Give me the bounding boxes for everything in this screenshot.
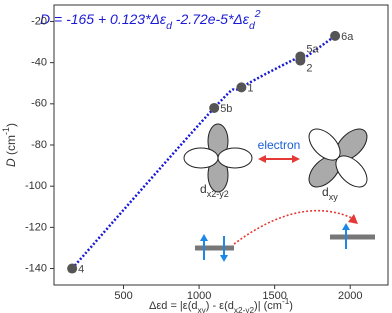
y-tick-label: -120 [25,221,47,233]
y-axis-label: D (cm-1) [1,123,18,167]
x-tick-label: 2000 [338,290,362,302]
point-label: 1 [247,82,253,94]
y-tick-label: -20 [31,15,47,27]
point-label: 6a [341,31,354,43]
text-part: x2-y2 [234,306,255,313]
data-point [209,102,220,113]
point-label: 2 [306,62,312,74]
text-part: -1 [1,127,11,135]
x-tick-label: 500 [114,290,132,302]
point-label: 5b [220,103,232,115]
orbital-label: dxy [322,185,338,202]
text-part: D [4,158,18,167]
orbital-dxy [308,128,368,188]
text-part: ) [289,300,293,312]
text-part: D = -165 + 0.123*Δε [40,11,167,27]
text-part: xy [197,306,206,313]
text-part: -2.72e-5*Δε [172,11,250,27]
text-part: d [166,20,173,32]
text-part: Δεd = |ε(d [149,300,197,312]
point-label: 4 [78,263,84,275]
text-part: ) - ε(d [206,300,234,312]
y-tick-label: -60 [31,98,47,110]
transfer-label: electron [258,138,301,152]
text-part: 2 [254,8,261,20]
x-tick-label: 1000 [187,290,211,302]
y-tick-label: -80 [31,139,47,151]
text-part: xy [329,192,339,202]
data-point [295,55,306,66]
chart-title: D = -165 + 0.123*Δεd -2.72e-5*Δεd2 [40,8,261,32]
x-axis-label: Δεd = |ε(dxy) - ε(dx2-y2)| (cm-1) [149,297,293,313]
text-part: )| (cm [254,300,282,312]
text-part: d [200,182,207,196]
x-tick-label: 1500 [262,290,286,302]
text-part: -1 [282,297,290,306]
point-label: 5a [306,43,319,55]
data-point [67,263,78,274]
y-tick-label: -100 [25,180,47,192]
double-arrow [258,155,300,163]
orbital-dx2y2 [183,123,253,193]
text-part: d [249,20,256,32]
energy-diagram [195,209,375,262]
text-part: x2-y2 [207,189,229,199]
y-tick-label: -40 [31,57,47,69]
text-part: (cm [4,135,18,158]
orbital-label: dx2-y2 [200,182,229,199]
y-tick-label: -140 [25,262,47,274]
text-part: ) [4,123,18,127]
data-point [330,30,341,41]
text-part: d [322,185,329,199]
data-point [236,82,247,93]
